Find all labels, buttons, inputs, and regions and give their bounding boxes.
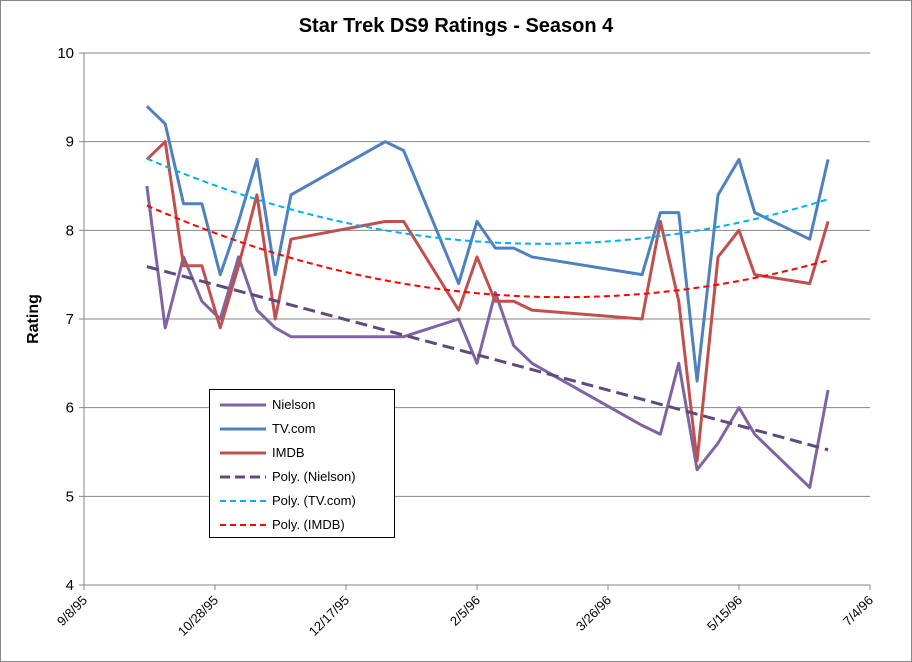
legend-swatch <box>220 451 266 455</box>
legend-item: Nielson <box>210 393 394 417</box>
x-tick-label: 3/26/96 <box>573 593 614 634</box>
x-tick-label: 7/4/96 <box>840 593 876 629</box>
legend-item: TV.com <box>210 417 394 441</box>
y-axis-label: Rating <box>25 294 42 344</box>
legend-label: Nielson <box>272 397 316 412</box>
trendline-nielson <box>146 265 829 452</box>
legend-label: Poly. (TV.com) <box>272 493 356 508</box>
legend-label: IMDB <box>272 445 305 460</box>
legend-item: Poly. (TV.com) <box>210 489 394 513</box>
legend-swatch <box>220 524 266 526</box>
legend-item: Poly. (Nielson) <box>210 465 394 489</box>
y-tick-label: 4 <box>66 577 74 594</box>
legend-label: Poly. (Nielson) <box>272 469 356 484</box>
legend-swatch <box>220 403 266 407</box>
legend-item: Poly. (IMDB) <box>210 513 394 537</box>
legend-swatch <box>220 500 266 502</box>
y-tick-label: 10 <box>57 45 74 62</box>
legend: Nielson TV.com IMDB Poly. (Nielson) Poly. (T… <box>209 389 395 538</box>
y-tick-label: 9 <box>66 134 74 151</box>
trendline-imdb <box>146 204 829 299</box>
chart-title: Star Trek DS9 Ratings - Season 4 <box>298 15 614 37</box>
y-tick-label: 8 <box>66 222 74 239</box>
x-tick-label: 2/5/96 <box>447 593 483 629</box>
trendline-tvcom <box>146 157 829 245</box>
legend-swatch <box>220 475 266 479</box>
series-line-tvcom <box>145 105 830 383</box>
y-tick-label: 7 <box>66 311 74 328</box>
x-tick-label: 5/15/96 <box>704 593 745 634</box>
legend-swatch <box>220 427 266 431</box>
y-tick-label: 6 <box>66 400 74 417</box>
legend-item: IMDB <box>210 441 394 465</box>
x-tick-label: 9/8/95 <box>54 593 90 629</box>
y-tick-label: 5 <box>66 488 74 505</box>
legend-label: TV.com <box>272 421 316 436</box>
x-tick-label: 10/28/95 <box>175 593 221 639</box>
x-tick-label: 12/17/95 <box>306 593 352 639</box>
legend-label: Poly. (IMDB) <box>272 517 345 532</box>
